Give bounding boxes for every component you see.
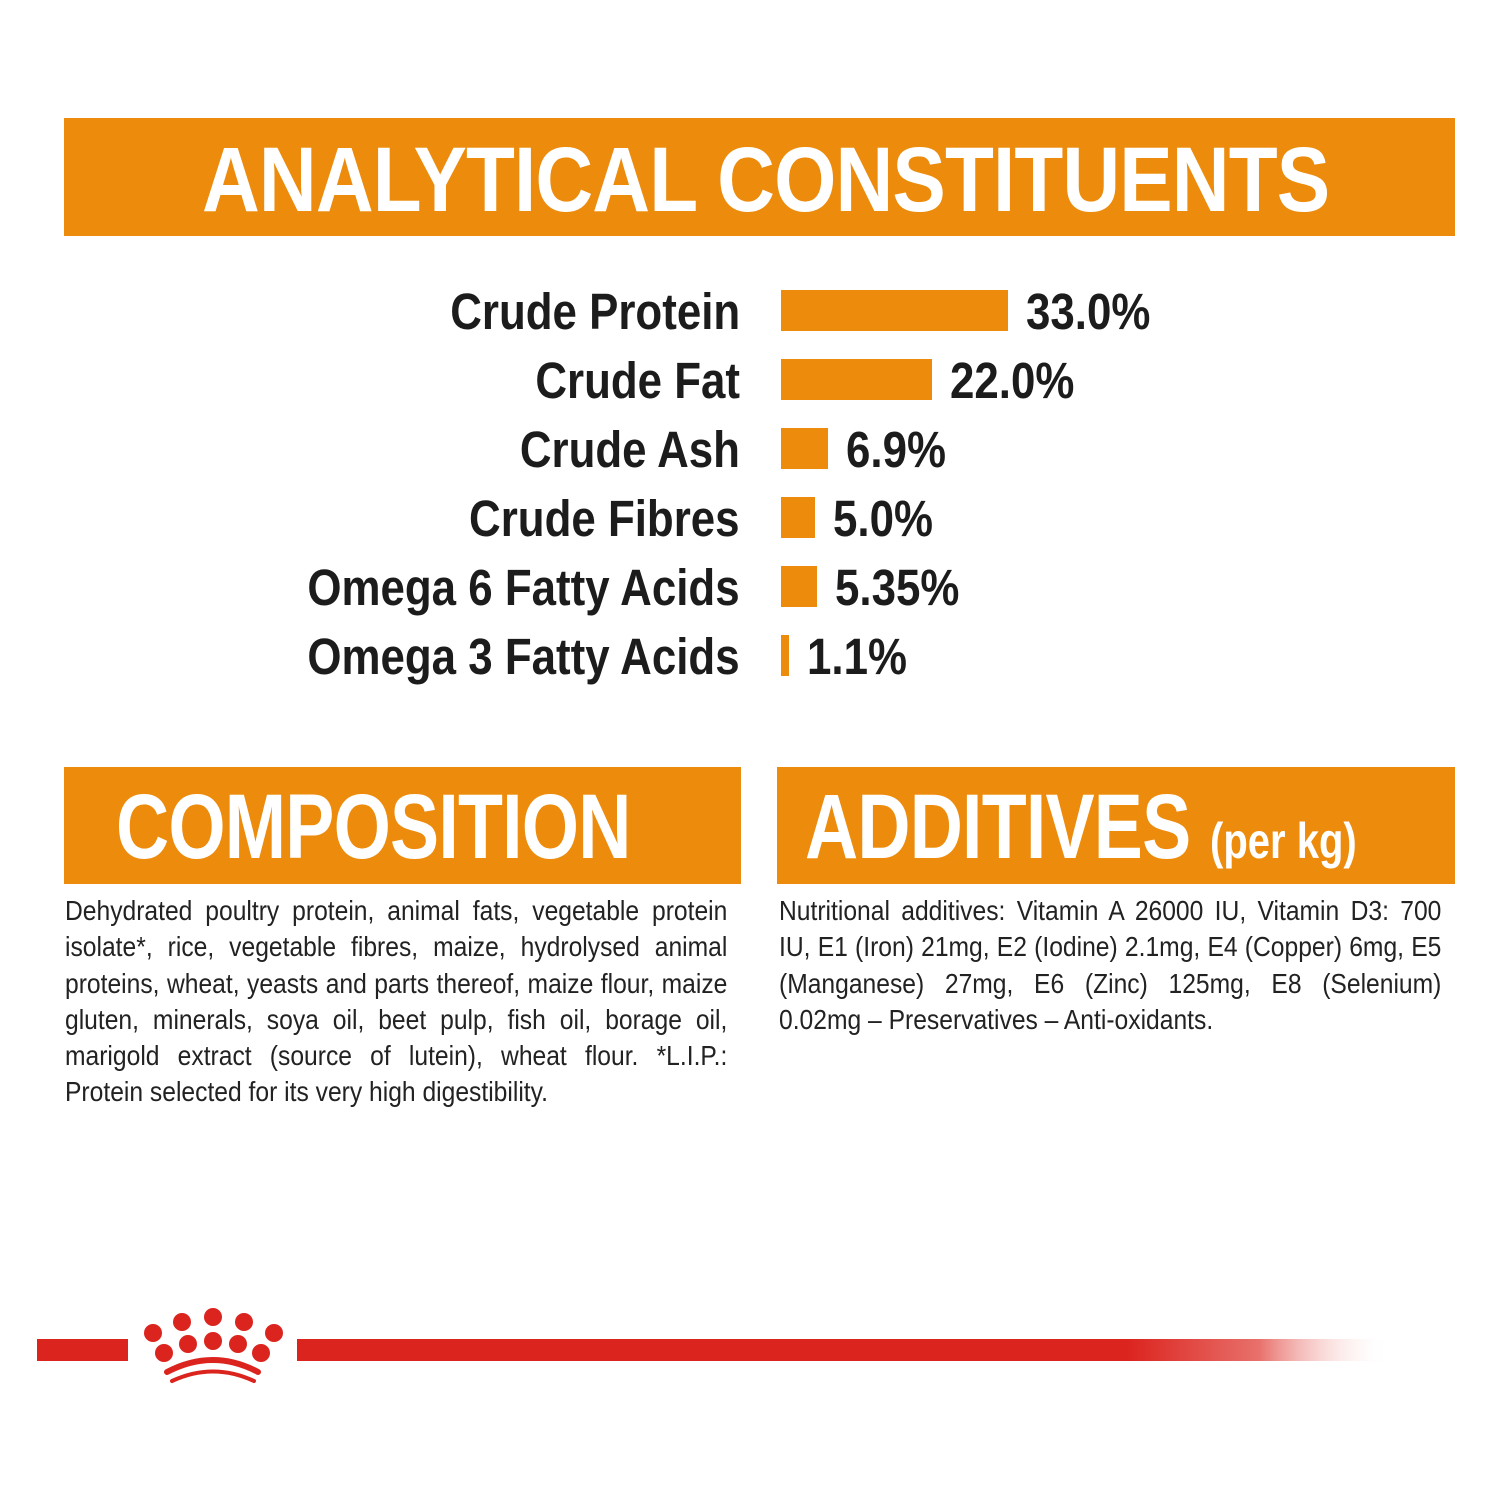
row-label: Crude Protein	[450, 283, 740, 340]
composition-header: COMPOSITION	[64, 767, 741, 884]
row-value: 5.35%	[835, 559, 960, 616]
row-value: 22.0%	[950, 352, 1075, 409]
value-bar	[781, 290, 1008, 331]
brand-footer	[0, 1300, 1500, 1400]
composition-ingredients: Dehydrated poultry protein, animal fats,…	[65, 895, 728, 1072]
section-title: ADDITIVES (per kg)	[805, 775, 1357, 880]
row-label: Omega 6 Fatty Acids	[307, 559, 740, 616]
value-bar	[781, 359, 932, 400]
crown-logo-icon	[37, 1308, 1390, 1383]
row-value: 6.9%	[846, 421, 946, 478]
additives-text: Nutritional additives: Vitamin A 26000 I…	[779, 893, 1441, 1038]
composition-footnote: *L.I.P.: Protein selected for its very h…	[65, 1040, 728, 1108]
row-label: Omega 3 Fatty Acids	[307, 628, 740, 685]
additives-subtitle: (per kg)	[1210, 813, 1357, 869]
row-value: 1.1%	[807, 628, 907, 685]
value-bar	[781, 428, 828, 469]
section-title: COMPOSITION	[116, 776, 631, 878]
row-label: Crude Fibres	[469, 490, 740, 547]
row-value: 5.0%	[833, 490, 933, 547]
chart-row: Omega 3 Fatty Acids 1.1%	[0, 627, 1500, 687]
additives-header: ADDITIVES (per kg)	[777, 767, 1455, 884]
chart-row: Omega 6 Fatty Acids 5.35%	[0, 558, 1500, 618]
chart-row: Crude Ash 6.9%	[0, 420, 1500, 480]
chart-row: Crude Fibres 5.0%	[0, 489, 1500, 549]
section-title: ANALYTICAL CONSTITUENTS	[202, 129, 1330, 231]
row-value: 33.0%	[1026, 283, 1151, 340]
row-label: Crude Ash	[519, 421, 740, 478]
row-label: Crude Fat	[535, 352, 740, 409]
value-bar	[781, 566, 817, 607]
value-bar	[781, 635, 789, 676]
value-bar	[781, 497, 815, 538]
composition-text: Dehydrated poultry protein, animal fats,…	[65, 893, 727, 1111]
additives-title: ADDITIVES	[805, 776, 1191, 878]
additives-body: Nutritional additives: Vitamin A 26000 I…	[779, 895, 1442, 1035]
chart-row: Crude Protein 33.0%	[0, 282, 1500, 342]
chart-row: Crude Fat 22.0%	[0, 351, 1500, 411]
analytical-constituents-header: ANALYTICAL CONSTITUENTS	[64, 118, 1455, 236]
